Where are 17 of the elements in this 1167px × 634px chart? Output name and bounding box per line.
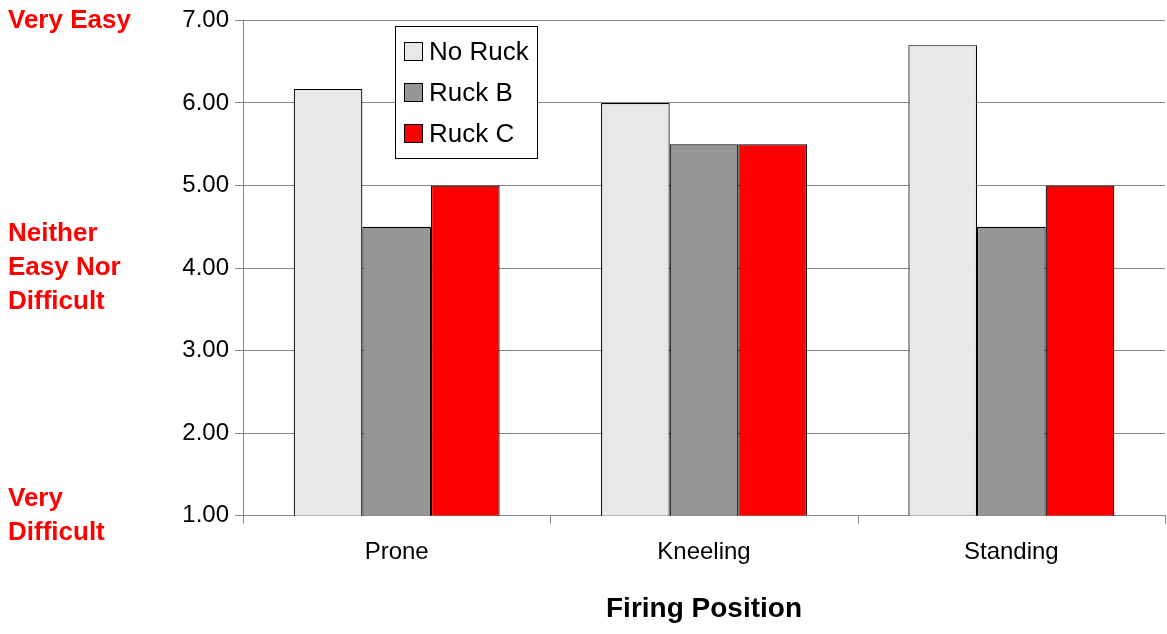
text: Very Difficult <box>8 481 106 546</box>
text: Neither Easy Nor Difficult <box>8 217 121 316</box>
legend-label: Ruck B <box>429 76 513 110</box>
y-tick-label: 2.00 <box>182 417 229 445</box>
y-tick-label: 5.00 <box>182 170 229 198</box>
x-tick-label: Standing <box>963 536 1059 564</box>
x-axis-title: Firing Position <box>606 591 802 623</box>
y-tick-label: 6.00 <box>182 87 229 115</box>
legend-label: No Ruck <box>429 35 529 69</box>
text: Very Easy <box>8 3 132 34</box>
legend-label: Ruck C <box>429 117 515 151</box>
x-tick-label: Prone <box>364 536 429 564</box>
y-tick-label: 1.00 <box>182 500 229 528</box>
x-tick-label: Kneeling <box>657 536 751 564</box>
y-tick-label: 7.00 <box>182 5 229 33</box>
y-tick-label: 3.00 <box>182 335 229 363</box>
y-tick-label: 4.00 <box>182 252 229 280</box>
